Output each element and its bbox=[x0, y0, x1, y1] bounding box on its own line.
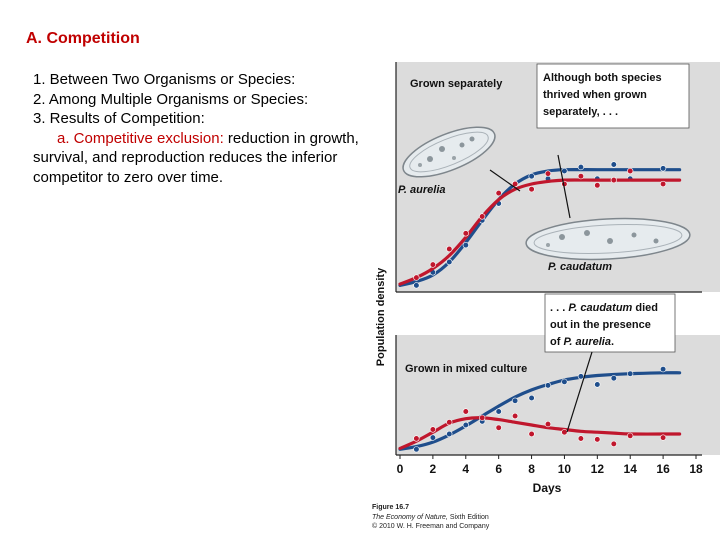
panel2-p-aurelia-point bbox=[627, 370, 634, 377]
outline-item-2: 2. Among Multiple Organisms or Species: bbox=[33, 90, 309, 108]
panel1-p-aurelia-point bbox=[528, 173, 535, 180]
outline-text: 1. Between Two Organisms or Species: 2. … bbox=[33, 70, 368, 187]
panel2-p-caudatum-point bbox=[429, 426, 436, 433]
p-aurelia-illustration bbox=[402, 126, 496, 178]
caption-figure: Figure 16.7 bbox=[372, 504, 409, 511]
x-tick-label: 8 bbox=[528, 462, 535, 476]
panel1-p-caudatum-point bbox=[413, 274, 420, 281]
panel2-p-aurelia-point bbox=[594, 381, 601, 388]
panel2-p-caudatum-point bbox=[577, 435, 584, 442]
panel2-p-caudatum-point bbox=[594, 436, 601, 443]
panel1-p-caudatum-point bbox=[479, 213, 486, 220]
panel2-p-caudatum-point bbox=[561, 429, 568, 436]
caption-book: The Economy of Nature, bbox=[372, 513, 448, 521]
competition-figure: Population density Grown separately Grow… bbox=[375, 62, 720, 495]
panel1-p-aurelia-point bbox=[610, 161, 617, 168]
x-tick-label: 10 bbox=[558, 462, 572, 476]
panel1-p-caudatum-point bbox=[660, 180, 667, 188]
top-series-layer bbox=[398, 161, 682, 289]
p-caudatum-label: P. caudatum bbox=[548, 261, 612, 273]
panel1-p-caudatum-point bbox=[627, 167, 634, 175]
pointer-caudatum bbox=[557, 154, 571, 219]
callout-top-text: Although both species thrived when grown… bbox=[543, 72, 665, 118]
x-axis-label: Days bbox=[533, 481, 562, 495]
panel1-p-aurelia-point bbox=[660, 165, 667, 172]
panel1-p-caudatum-point bbox=[577, 173, 584, 180]
panel2-p-aurelia-point bbox=[446, 430, 453, 438]
callout-top-box bbox=[536, 63, 690, 129]
panel2-p-caudatum-point bbox=[660, 434, 667, 441]
x-tick-label: 14 bbox=[624, 462, 638, 476]
panel1-p-caudatum-curve bbox=[398, 178, 682, 286]
subitem-text: reduction in growth, survival, and repro… bbox=[33, 129, 359, 186]
caption-copyright: © 2010 W. H. Freeman and Company bbox=[372, 523, 490, 530]
panel2-p-aurelia-point bbox=[528, 394, 535, 402]
panel2-p-caudatum-point bbox=[610, 440, 617, 448]
x-tick-label: 4 bbox=[462, 462, 469, 476]
panel2-p-caudatum-point bbox=[512, 412, 519, 420]
outline-item-3: 3. Results of Competition: bbox=[33, 110, 205, 127]
panel2-p-aurelia-point bbox=[544, 382, 552, 389]
callout-bottom-text: . . . P. caudatum died out in the presen… bbox=[550, 302, 661, 348]
pointer-callout-bottom bbox=[566, 351, 593, 433]
panel2-p-aurelia-point bbox=[512, 397, 519, 404]
panel1-p-caudatum-point bbox=[512, 180, 519, 188]
callout-bottom-box bbox=[544, 293, 676, 353]
panel1-p-aurelia-point bbox=[561, 167, 568, 175]
panel2-p-aurelia-point bbox=[495, 408, 502, 415]
panel1-p-caudatum-point bbox=[610, 176, 617, 184]
outline-item-1: 1. Between Two Organisms or Species: bbox=[33, 71, 296, 88]
panel1-p-aurelia-point bbox=[462, 242, 469, 249]
x-tick-label: 18 bbox=[689, 462, 703, 476]
panel1-p-caudatum-point bbox=[462, 230, 469, 237]
panel2-p-caudatum-point bbox=[627, 432, 634, 439]
figure-caption: Figure 16.7 The Economy of Nature, Sixth… bbox=[372, 503, 489, 532]
panel2-p-caudatum-point bbox=[413, 435, 420, 442]
panel1-p-aurelia-point bbox=[446, 258, 453, 266]
p-caudatum-illustration bbox=[525, 217, 691, 261]
panel2-p-aurelia-point bbox=[660, 366, 667, 373]
x-tick-label: 6 bbox=[495, 462, 502, 476]
pointer-aurelia bbox=[489, 169, 521, 192]
panel1-p-aurelia-point bbox=[577, 163, 584, 171]
x-tick-label: 16 bbox=[656, 462, 670, 476]
panel2-p-aurelia-point bbox=[413, 446, 420, 453]
bottom-panel-title: Grown in mixed culture bbox=[405, 363, 527, 375]
bottom-series-layer bbox=[398, 366, 682, 453]
panel2-p-caudatum-point bbox=[544, 421, 552, 428]
panel1-p-caudatum-point bbox=[429, 261, 436, 268]
panel2-p-caudatum-curve bbox=[398, 416, 682, 450]
panel2-p-aurelia-point bbox=[429, 434, 436, 441]
panel1-p-caudatum-point bbox=[594, 182, 601, 189]
panel2-p-aurelia-point bbox=[610, 375, 617, 382]
panel2-p-caudatum-point bbox=[479, 414, 486, 421]
x-tick-label: 2 bbox=[430, 462, 437, 476]
panel2-p-aurelia-curve bbox=[398, 371, 682, 451]
panel1-p-caudatum-point bbox=[544, 170, 552, 177]
x-axis-ticks: 0 2 4 6 8 10 12 14 16 18 bbox=[397, 455, 703, 476]
top-panel-title: Grown separately bbox=[410, 78, 503, 90]
panel1-p-caudatum-point bbox=[528, 186, 535, 193]
panel2-p-caudatum-point bbox=[495, 424, 502, 431]
caption-edition: Sixth Edition bbox=[447, 513, 489, 521]
panel2-p-caudatum-point bbox=[446, 419, 453, 426]
panel2-p-aurelia-point bbox=[577, 373, 584, 380]
subitem-label: a. Competitive exclusion: bbox=[57, 129, 224, 147]
panel1-p-caudatum-point bbox=[446, 245, 453, 253]
y-axis-label: Population density bbox=[375, 267, 387, 366]
x-tick-label: 0 bbox=[397, 462, 404, 476]
panel2-p-aurelia-point bbox=[462, 421, 469, 429]
panel1-p-caudatum-point bbox=[495, 190, 502, 197]
outline-subitem-a: a. Competitive exclusion: reduction in g… bbox=[33, 129, 368, 188]
p-aurelia-label: P. aurelia bbox=[398, 184, 446, 196]
panel1-p-aurelia-point bbox=[413, 282, 420, 289]
panel2-p-aurelia-point bbox=[561, 378, 568, 385]
panel2-p-caudatum-point bbox=[528, 430, 535, 438]
x-tick-label: 12 bbox=[591, 462, 605, 476]
panel2-p-caudatum-point bbox=[462, 408, 469, 415]
slide-title: A. Competition bbox=[26, 30, 140, 47]
